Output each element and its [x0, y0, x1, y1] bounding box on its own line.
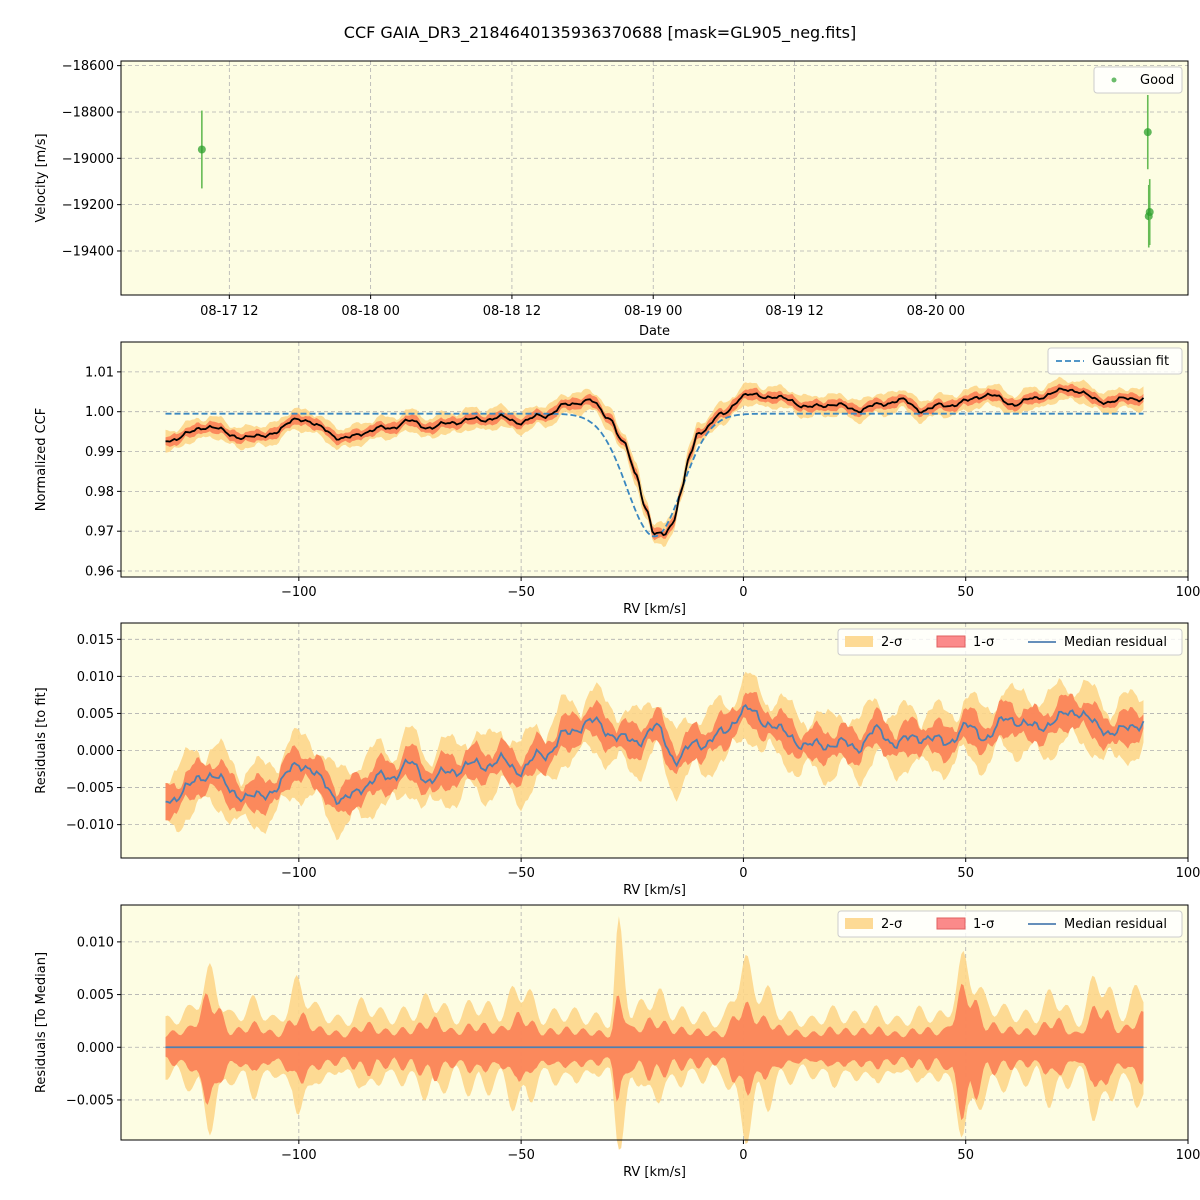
x-tick-label: −50	[507, 866, 534, 881]
legend-label: Median residual	[1064, 635, 1167, 650]
data-point	[1143, 128, 1152, 137]
legend-label: 1-σ	[973, 635, 994, 650]
y-tick-label: −18600	[62, 59, 114, 74]
y-tick-label: −0.005	[66, 1093, 114, 1108]
legend-label: 2-σ	[881, 635, 902, 650]
x-tick-label: −50	[507, 1148, 534, 1163]
y-tick-label: −19000	[62, 152, 114, 167]
y-axis-label: Residuals [to fit]	[34, 687, 49, 793]
x-axis-label: RV [km/s]	[623, 602, 686, 617]
legend: 2-σ 1-σ Median residual	[837, 628, 1183, 656]
y-tick-label: 0.005	[77, 707, 114, 722]
x-tick-label: 100	[1176, 1148, 1200, 1163]
x-tick-label: 50	[957, 585, 974, 600]
x-tick-label: 0	[739, 866, 747, 881]
legend-label: Median residual	[1064, 917, 1167, 932]
x-tick-label: −100	[281, 866, 317, 881]
x-tick-label: 08-17 12	[200, 304, 258, 319]
y-tick-label: 0.98	[85, 485, 114, 500]
legend: Good	[1093, 66, 1183, 94]
plot-frame	[120, 622, 1189, 859]
x-tick-label: −50	[507, 585, 534, 600]
y-tick-label: 0.010	[77, 935, 114, 950]
x-axis-label: Date	[639, 324, 670, 339]
y-tick-label: 0.005	[77, 988, 114, 1003]
ccf-panel: −100 −50 0 50 100 RV [km/s] 0.96 0.97 0.98 0.99 1.…	[34, 341, 1200, 617]
x-tick-label: 100	[1176, 866, 1200, 881]
y-tick-label: 0.96	[85, 565, 114, 580]
y-axis-label: Normalized CCF	[34, 408, 49, 512]
x-tick-label: 0	[739, 1148, 747, 1163]
x-tick-label: 08-19 00	[624, 304, 682, 319]
residuals-to-median-panel: −100 −50 0 50 100 RV [km/s] −0.005 0.000 0.005 0.…	[34, 904, 1200, 1180]
y-tick-label: 0.000	[77, 1041, 114, 1056]
x-axis-label: RV [km/s]	[623, 883, 686, 898]
legend: 2-σ 1-σ Median residual	[837, 910, 1183, 938]
band-1-sigma	[165, 692, 1144, 821]
figure-title: CCF GAIA_DR3_2184640135936370688 [mask=G…	[344, 23, 856, 43]
y-tick-label: 1.00	[85, 405, 114, 420]
residuals-to-fit-panel: −100 −50 0 50 100 RV [km/s] −0.010 −0.005 0.000 0…	[34, 622, 1200, 898]
legend-label: 2-σ	[881, 917, 902, 932]
data-point	[1145, 208, 1154, 217]
x-tick-label: 100	[1176, 585, 1200, 600]
legend: Gaussian fit	[1047, 347, 1183, 375]
x-tick-label: 08-18 12	[483, 304, 541, 319]
y-tick-label: 0.015	[77, 633, 114, 648]
gaussian-fit-line	[165, 412, 1144, 538]
median-ccf-line	[165, 387, 1145, 537]
y-tick-label: −19400	[62, 244, 114, 259]
legend-swatch-2sigma	[845, 918, 873, 929]
legend-box	[837, 628, 1183, 656]
x-tick-label: 0	[739, 585, 747, 600]
plot-frame	[120, 904, 1189, 1141]
legend-label: Gaussian fit	[1092, 354, 1169, 369]
y-tick-label: 0.010	[77, 670, 114, 685]
legend-box	[1093, 66, 1183, 94]
plot-frame	[120, 341, 1189, 578]
band-2-sigma	[165, 671, 1144, 841]
band-1-sigma	[165, 983, 1144, 1121]
y-tick-label: −0.010	[66, 818, 114, 833]
x-tick-label: 08-18 00	[341, 304, 399, 319]
legend-label: Good	[1140, 73, 1174, 88]
x-tick-label: −100	[281, 1148, 317, 1163]
y-tick-label: 0.000	[77, 744, 114, 759]
y-axis-label: Residuals [To Median]	[34, 952, 49, 1093]
legend-marker	[1111, 77, 1117, 83]
y-tick-label: −0.005	[66, 781, 114, 796]
y-axis-label: Velocity [m/s]	[34, 133, 49, 222]
legend-box	[837, 910, 1183, 938]
x-axis-label: RV [km/s]	[623, 1165, 686, 1180]
x-tick-label: 08-19 12	[765, 304, 823, 319]
data-point	[197, 145, 206, 154]
velocity-panel: 08-17 12 08-18 00 08-18 12 08-19 00 08-19 12…	[34, 59, 1189, 339]
y-tick-label: −19200	[62, 198, 114, 213]
y-tick-label: −18800	[62, 105, 114, 120]
y-tick-label: 0.97	[85, 525, 114, 540]
x-tick-label: 08-20 00	[907, 304, 965, 319]
legend-label: 1-σ	[973, 917, 994, 932]
x-tick-label: 50	[957, 1148, 974, 1163]
median-residual-line	[165, 704, 1145, 806]
x-tick-label: −100	[281, 585, 317, 600]
legend-box	[1047, 347, 1183, 375]
legend-swatch-2sigma	[845, 636, 873, 647]
plot-area	[121, 61, 1188, 295]
y-tick-label: 1.01	[85, 365, 114, 380]
plot-frame	[120, 60, 1189, 296]
legend-swatch-1sigma	[936, 635, 966, 648]
y-tick-label: 0.99	[85, 445, 114, 460]
x-tick-label: 50	[957, 866, 974, 881]
band-1-sigma	[165, 383, 1144, 541]
legend-swatch-1sigma	[936, 917, 966, 930]
